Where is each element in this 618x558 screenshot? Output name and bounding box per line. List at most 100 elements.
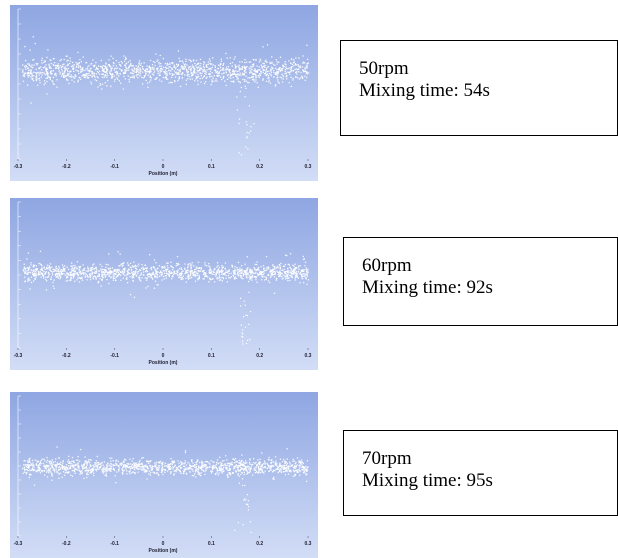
- particle: [219, 65, 220, 66]
- particle: [59, 70, 60, 71]
- particle: [89, 462, 90, 463]
- particle: [273, 271, 274, 272]
- particle: [24, 272, 25, 273]
- particle: [179, 70, 180, 71]
- particle: [169, 270, 170, 271]
- particle: [172, 461, 173, 462]
- particle: [259, 272, 260, 273]
- particle: [211, 81, 212, 82]
- particle: [60, 473, 61, 474]
- particle: [295, 77, 296, 78]
- particle: [169, 66, 170, 67]
- particle: [25, 269, 26, 270]
- particle: [35, 78, 36, 79]
- particle: [133, 70, 134, 71]
- particle: [161, 279, 162, 280]
- particle: [179, 73, 180, 74]
- particle: [306, 481, 307, 482]
- particle: [148, 473, 149, 474]
- particle: [54, 288, 55, 289]
- particle: [212, 278, 213, 279]
- particle: [121, 61, 122, 62]
- particle: [132, 276, 133, 277]
- particle: [37, 78, 38, 79]
- particle: [164, 278, 165, 279]
- particle: [223, 274, 224, 275]
- particle: [47, 265, 48, 266]
- particle: [301, 277, 302, 278]
- particle: [292, 277, 293, 278]
- particle: [185, 59, 186, 60]
- particle: [74, 471, 75, 472]
- particle: [144, 465, 145, 466]
- particle: [275, 469, 276, 470]
- particle: [78, 73, 79, 74]
- particle: [305, 71, 306, 72]
- particle: [52, 475, 53, 476]
- page: {"panels": [ {"xticks": [-0.3, -0.2, -0.…: [0, 0, 618, 558]
- particle: [237, 468, 238, 469]
- particle: [217, 270, 218, 271]
- particle: [149, 465, 150, 466]
- particle: [213, 78, 214, 79]
- particle: [59, 278, 60, 279]
- particle: [140, 463, 141, 464]
- particle: [36, 275, 37, 276]
- particle: [140, 69, 141, 70]
- particle: [58, 457, 59, 458]
- particle: [162, 462, 163, 463]
- particle: [63, 75, 64, 76]
- particle: [174, 80, 175, 81]
- particle: [255, 470, 256, 471]
- particle: [171, 62, 172, 63]
- particle: [150, 75, 151, 76]
- particle: [272, 471, 273, 472]
- particle: [241, 468, 242, 469]
- particle: [194, 464, 195, 465]
- particle: [243, 274, 244, 275]
- particle: [131, 271, 132, 272]
- particle: [140, 65, 141, 66]
- particle: [192, 262, 193, 263]
- particle: [82, 270, 83, 271]
- particle: [284, 275, 285, 276]
- particle: [145, 277, 146, 278]
- particle: [280, 268, 281, 269]
- particle: [238, 467, 239, 468]
- particle: [116, 74, 117, 75]
- particle: [283, 66, 284, 67]
- particle: [52, 459, 53, 460]
- particle: [135, 265, 136, 266]
- particle: [248, 281, 249, 282]
- particle: [234, 459, 235, 460]
- particle: [48, 272, 49, 273]
- particle: [99, 467, 100, 468]
- particle: [116, 77, 117, 78]
- particle: [307, 276, 308, 277]
- particle: [137, 273, 138, 274]
- particle: [296, 464, 297, 465]
- particle: [227, 463, 228, 464]
- particle: [306, 73, 307, 74]
- particle: [77, 463, 78, 464]
- particle: [298, 71, 299, 72]
- particle: [25, 271, 26, 272]
- particle: [277, 73, 278, 74]
- particle: [268, 77, 269, 78]
- particle: [165, 275, 166, 276]
- particle: [97, 69, 98, 70]
- particle: [268, 75, 269, 76]
- particle: [136, 463, 137, 464]
- particle: [198, 70, 199, 71]
- particle: [105, 267, 106, 268]
- particle: [246, 462, 247, 463]
- particle: [90, 470, 91, 471]
- particle: [97, 467, 98, 468]
- particle: [63, 273, 64, 274]
- particle: [93, 469, 94, 470]
- particle: [90, 276, 91, 277]
- particle: [281, 270, 282, 271]
- particle: [181, 67, 182, 68]
- particle: [69, 73, 70, 74]
- particle: [115, 274, 116, 275]
